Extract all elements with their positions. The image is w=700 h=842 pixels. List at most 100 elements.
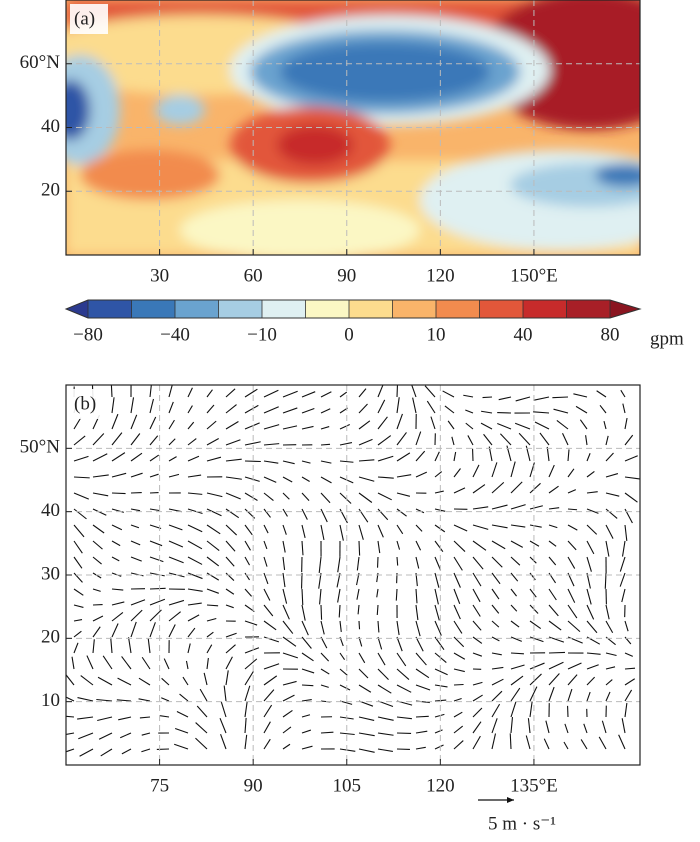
wind-vector bbox=[129, 637, 131, 653]
wind-vector bbox=[264, 637, 279, 642]
wind-vector bbox=[207, 645, 212, 653]
wind-vector bbox=[511, 505, 526, 509]
wind-vector bbox=[283, 541, 285, 553]
wind-vector bbox=[357, 589, 359, 600]
wind-vector bbox=[340, 653, 345, 660]
wind-vector bbox=[174, 744, 188, 749]
wind-vector bbox=[397, 717, 412, 719]
wind-vector bbox=[625, 509, 632, 523]
wind-vector bbox=[131, 600, 145, 605]
colorbar-segment bbox=[306, 300, 350, 318]
wind-vector bbox=[530, 674, 542, 685]
wind-vector bbox=[188, 439, 196, 445]
wind-vector bbox=[378, 685, 391, 693]
wind-vector bbox=[264, 739, 270, 749]
wind-vector bbox=[416, 637, 423, 651]
y-tick-label: 60°N bbox=[20, 52, 61, 73]
wind-vector bbox=[465, 410, 473, 413]
wind-vector bbox=[492, 541, 505, 549]
wind-vector bbox=[530, 506, 543, 509]
wind-vector bbox=[93, 639, 94, 653]
wind-vector bbox=[445, 406, 454, 413]
wind-vector bbox=[397, 557, 398, 566]
wind-vector bbox=[245, 686, 250, 701]
wind-vector bbox=[625, 621, 628, 631]
wind-vector bbox=[511, 653, 524, 654]
wind-vector bbox=[416, 525, 422, 531]
wind-vector bbox=[397, 621, 399, 635]
colorbar-tick-label: 80 bbox=[601, 324, 620, 345]
wind-vector bbox=[188, 643, 190, 653]
wind-vector bbox=[549, 673, 559, 685]
wind-vector bbox=[224, 686, 226, 701]
wind-vector bbox=[74, 589, 83, 595]
wind-vector bbox=[473, 682, 482, 685]
wind-vector bbox=[112, 612, 123, 621]
wind-vector bbox=[587, 677, 595, 685]
wind-vector bbox=[620, 557, 625, 572]
wind-vector bbox=[207, 509, 221, 516]
wind-vector bbox=[175, 729, 188, 733]
wind-vector bbox=[340, 392, 347, 397]
wind-vector bbox=[245, 718, 246, 733]
wind-vector bbox=[96, 700, 112, 701]
wind-vector bbox=[454, 452, 456, 461]
wind-vector bbox=[283, 710, 292, 717]
wind-vector bbox=[416, 685, 430, 690]
wind-vector bbox=[573, 394, 587, 397]
colorbar-tick-label: −40 bbox=[160, 324, 190, 345]
wind-vector bbox=[359, 717, 374, 720]
wind-vector bbox=[587, 453, 590, 461]
wind-vector bbox=[606, 605, 609, 619]
wind-vector bbox=[454, 541, 465, 552]
wind-vector bbox=[112, 414, 118, 429]
wind-vector bbox=[435, 589, 438, 604]
wind-vector bbox=[74, 456, 88, 461]
wind-vector bbox=[283, 681, 297, 685]
wind-vector bbox=[264, 676, 277, 685]
wind-vector bbox=[80, 749, 93, 756]
wind-vector bbox=[188, 541, 202, 549]
wind-vector bbox=[321, 409, 330, 413]
colorbar-tick-label: 0 bbox=[344, 324, 354, 345]
wind-vector bbox=[150, 557, 163, 562]
wind-vector bbox=[530, 637, 543, 642]
wind-vector bbox=[468, 435, 473, 445]
wind-vector bbox=[568, 689, 572, 701]
wind-vector bbox=[435, 637, 444, 650]
wind-vector bbox=[564, 742, 568, 749]
wind-vector bbox=[264, 690, 274, 701]
wind-vector bbox=[93, 454, 107, 461]
wind-vector bbox=[188, 573, 202, 579]
wind-vector bbox=[397, 637, 402, 651]
wind-vector bbox=[169, 525, 182, 530]
wind-vector bbox=[200, 689, 207, 701]
wind-vector bbox=[112, 397, 114, 413]
wind-vector bbox=[413, 398, 416, 413]
wind-vector bbox=[177, 712, 188, 717]
wind-vector bbox=[587, 589, 591, 604]
wind-vector bbox=[416, 653, 426, 665]
wind-vector bbox=[359, 733, 375, 736]
wind-vector bbox=[141, 749, 150, 752]
wind-vector bbox=[454, 699, 462, 701]
wind-vector bbox=[188, 422, 194, 429]
wind-vector bbox=[74, 436, 85, 445]
wind-vector bbox=[226, 541, 235, 551]
wind-vector bbox=[625, 456, 638, 461]
wind-vector bbox=[540, 433, 549, 445]
wind-vector bbox=[150, 417, 156, 429]
wind-vector bbox=[397, 669, 409, 680]
wind-vector bbox=[81, 676, 93, 685]
wind-vector bbox=[359, 525, 363, 540]
wind-vector bbox=[302, 715, 310, 717]
x-tick-label: 90 bbox=[244, 775, 263, 796]
wind-vector bbox=[492, 653, 502, 655]
wind-vector bbox=[568, 605, 577, 618]
wind-vector bbox=[359, 685, 371, 692]
wind-vector bbox=[220, 718, 226, 733]
wind-vector bbox=[319, 557, 321, 573]
wind-vector bbox=[378, 541, 380, 553]
wind-vector bbox=[340, 424, 350, 429]
wind-vector bbox=[321, 669, 329, 674]
